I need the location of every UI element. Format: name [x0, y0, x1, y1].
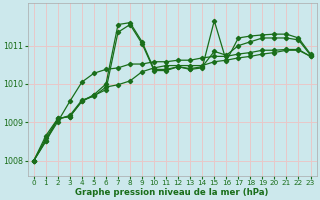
- X-axis label: Graphe pression niveau de la mer (hPa): Graphe pression niveau de la mer (hPa): [76, 188, 269, 197]
